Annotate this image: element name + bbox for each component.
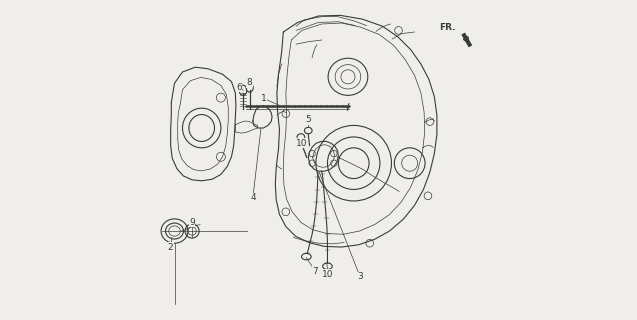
- Text: 10: 10: [296, 139, 307, 148]
- Text: 5: 5: [305, 116, 311, 124]
- Text: 8: 8: [247, 78, 253, 87]
- Text: 6: 6: [236, 83, 242, 92]
- Text: 10: 10: [322, 270, 334, 279]
- Ellipse shape: [301, 253, 311, 260]
- Ellipse shape: [304, 127, 312, 134]
- Text: 1: 1: [261, 94, 267, 103]
- Text: 7: 7: [312, 267, 318, 276]
- Ellipse shape: [246, 83, 254, 92]
- Text: FR.: FR.: [440, 23, 456, 32]
- Text: 4: 4: [250, 193, 255, 202]
- Ellipse shape: [297, 134, 304, 140]
- Text: 9: 9: [189, 218, 195, 227]
- Text: 3: 3: [357, 272, 363, 281]
- Ellipse shape: [239, 85, 247, 95]
- Ellipse shape: [323, 263, 333, 269]
- Text: 2: 2: [168, 243, 173, 252]
